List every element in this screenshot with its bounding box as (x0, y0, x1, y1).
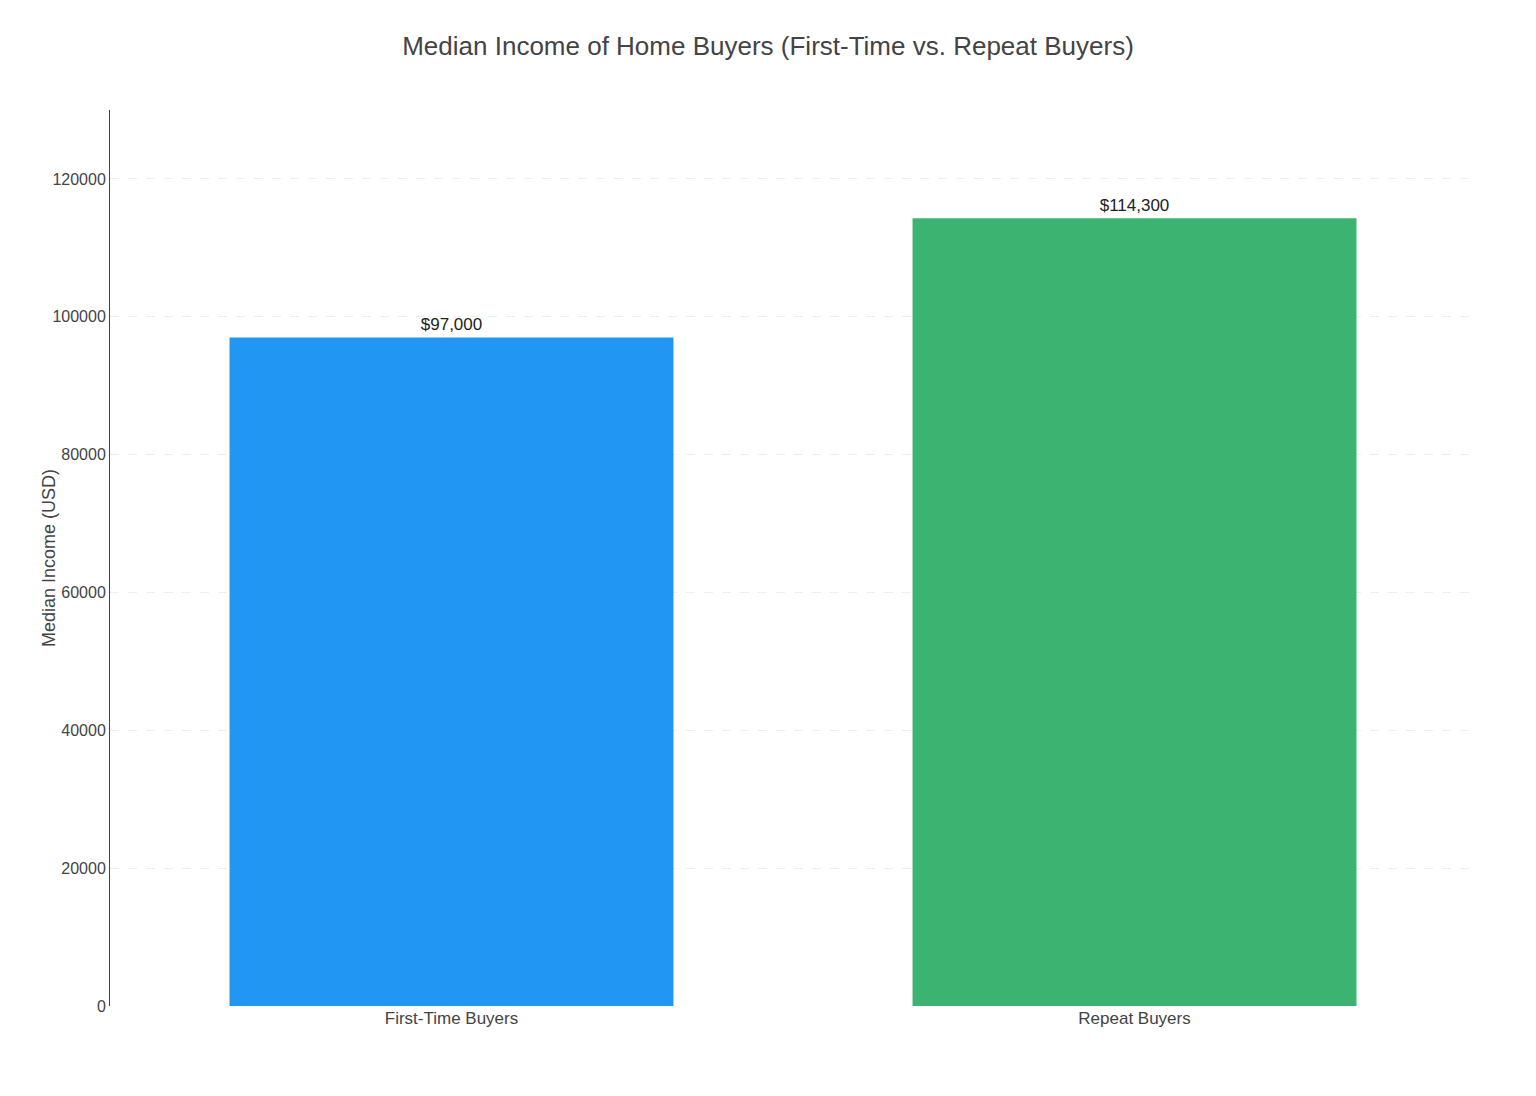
svg-text:80000: 80000 (61, 446, 106, 463)
svg-text:0: 0 (97, 998, 106, 1015)
svg-text:20000: 20000 (61, 860, 106, 877)
svg-text:100000: 100000 (52, 308, 105, 325)
svg-text:First-Time Buyers: First-Time Buyers (385, 1009, 519, 1028)
svg-text:$114,300: $114,300 (1100, 196, 1170, 215)
svg-text:Median Income of Home Buyers (: Median Income of Home Buyers (First-Time… (402, 31, 1134, 61)
svg-text:Median Income (USD): Median Income (USD) (39, 469, 59, 647)
svg-text:60000: 60000 (61, 584, 106, 601)
svg-text:Repeat Buyers: Repeat Buyers (1078, 1009, 1190, 1028)
svg-text:120000: 120000 (52, 171, 105, 188)
svg-text:40000: 40000 (61, 722, 106, 739)
svg-text:$97,000: $97,000 (421, 315, 482, 334)
